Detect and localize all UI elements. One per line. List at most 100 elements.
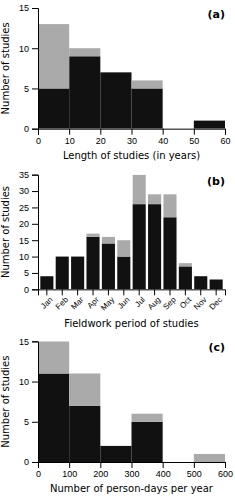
bars <box>38 24 225 129</box>
bar <box>133 204 146 289</box>
bar <box>102 243 115 289</box>
bars <box>40 175 222 290</box>
bar <box>38 341 69 373</box>
x-tick-label: Jul <box>133 295 147 309</box>
x-tick-label: 10 <box>65 136 75 146</box>
x-tick-mark <box>69 462 70 468</box>
y-tick-mark <box>32 207 38 208</box>
bar <box>179 266 192 289</box>
x-tick-mark <box>100 129 101 135</box>
y-tick: 5 <box>24 84 38 94</box>
x-tick: 500 <box>187 462 202 479</box>
x-tick-label: 200 <box>93 469 108 479</box>
y-tick-mark <box>32 175 38 176</box>
x-tick-label: Apr <box>86 295 101 310</box>
y-tick: 20 <box>19 219 38 229</box>
x-tick: Nov <box>192 289 208 311</box>
x-tick: Oct <box>178 289 194 310</box>
x-axis-line <box>39 463 226 469</box>
y-tick-label: 5 <box>24 417 29 427</box>
x-tick-label: 600 <box>218 469 233 479</box>
y-axis-title: Number of studies <box>0 186 11 278</box>
bar <box>71 256 84 257</box>
y-tick-label: 15 <box>19 236 29 246</box>
y-tick-label: 30 <box>19 186 29 196</box>
bar <box>86 237 99 289</box>
y-tick: 5 <box>24 268 38 278</box>
x-tick-label: 0 <box>36 136 41 146</box>
y-tick-label: 0 <box>24 457 29 467</box>
x-tick: 600 <box>218 462 233 479</box>
x-axis-title: Fieldwork period of studies <box>64 318 198 329</box>
x-tick-label: 300 <box>124 469 139 479</box>
x-tick-label: Mar <box>69 295 85 311</box>
bars <box>38 341 225 462</box>
x-tick-mark <box>93 289 94 295</box>
y-tick-label: 25 <box>19 203 29 213</box>
x-tick-mark <box>100 462 101 468</box>
bar <box>40 276 53 277</box>
bar <box>194 276 207 289</box>
bar <box>132 88 163 128</box>
y-tick-label: 5 <box>24 268 29 278</box>
y-tick: 10 <box>19 377 38 387</box>
x-tick-label: May <box>99 295 116 312</box>
bar <box>194 121 225 129</box>
bar <box>210 279 223 280</box>
bar <box>56 256 69 257</box>
y-tick-mark <box>32 240 38 241</box>
y-tick-mark <box>32 462 38 463</box>
panel-title: (c) <box>208 341 225 354</box>
bar <box>56 257 69 290</box>
x-tick: 200 <box>93 462 108 479</box>
x-tick: 10 <box>65 129 75 146</box>
x-tick: Aug <box>146 289 162 311</box>
y-tick-mark <box>32 8 38 9</box>
bar <box>102 237 115 244</box>
y-tick: 10 <box>19 252 38 262</box>
bar <box>117 257 130 290</box>
bar <box>194 120 225 121</box>
x-tick-label: 500 <box>187 469 202 479</box>
x-tick-mark <box>225 129 226 135</box>
x-tick: Jan <box>39 289 54 310</box>
x-tick: 50 <box>189 129 199 146</box>
x-tick: 20 <box>96 129 106 146</box>
y-tick-label: 15 <box>19 3 29 13</box>
bar <box>117 240 130 256</box>
x-axis-line <box>39 290 226 296</box>
x-tick-mark <box>225 462 226 468</box>
bar <box>132 80 163 88</box>
bar <box>133 175 146 204</box>
y-tick-label: 10 <box>19 252 29 262</box>
x-tick: May <box>99 289 116 312</box>
bar <box>86 234 99 237</box>
x-tick-label: 40 <box>158 136 168 146</box>
figure: 0102030405060051015(a)Length of studies … <box>0 0 235 500</box>
bar <box>132 422 163 462</box>
x-tick: Apr <box>86 289 101 310</box>
y-tick: 0 <box>24 124 38 134</box>
bar <box>163 194 176 217</box>
x-tick-label: Feb <box>54 295 71 312</box>
y-tick-mark <box>32 129 38 130</box>
y-tick-label: 5 <box>24 84 29 94</box>
x-axis-title: Number of person-days per year <box>50 483 214 494</box>
x-tick: 60 <box>220 129 230 146</box>
bar <box>69 56 100 128</box>
x-tick-label: 50 <box>189 136 199 146</box>
y-tick: 15 <box>19 236 38 246</box>
panel-title: (b) <box>207 175 225 188</box>
x-tick-mark <box>132 462 133 468</box>
y-axis-line <box>32 342 39 463</box>
x-tick-label: 400 <box>156 469 171 479</box>
bar <box>148 204 161 289</box>
bar <box>100 445 131 446</box>
x-tick: 100 <box>62 462 77 479</box>
y-tick-mark <box>32 341 38 342</box>
y-tick: 15 <box>19 337 38 347</box>
x-tick-mark <box>163 129 164 135</box>
bar <box>69 374 100 406</box>
x-tick-label: Oct <box>178 295 194 311</box>
bar <box>69 48 100 56</box>
